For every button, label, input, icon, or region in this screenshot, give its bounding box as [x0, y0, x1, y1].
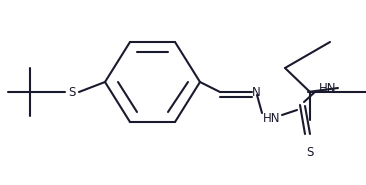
- Text: N: N: [252, 85, 261, 98]
- Text: S: S: [68, 85, 76, 98]
- Text: S: S: [306, 145, 314, 159]
- Text: HN: HN: [319, 82, 337, 95]
- Text: HN: HN: [263, 112, 281, 125]
